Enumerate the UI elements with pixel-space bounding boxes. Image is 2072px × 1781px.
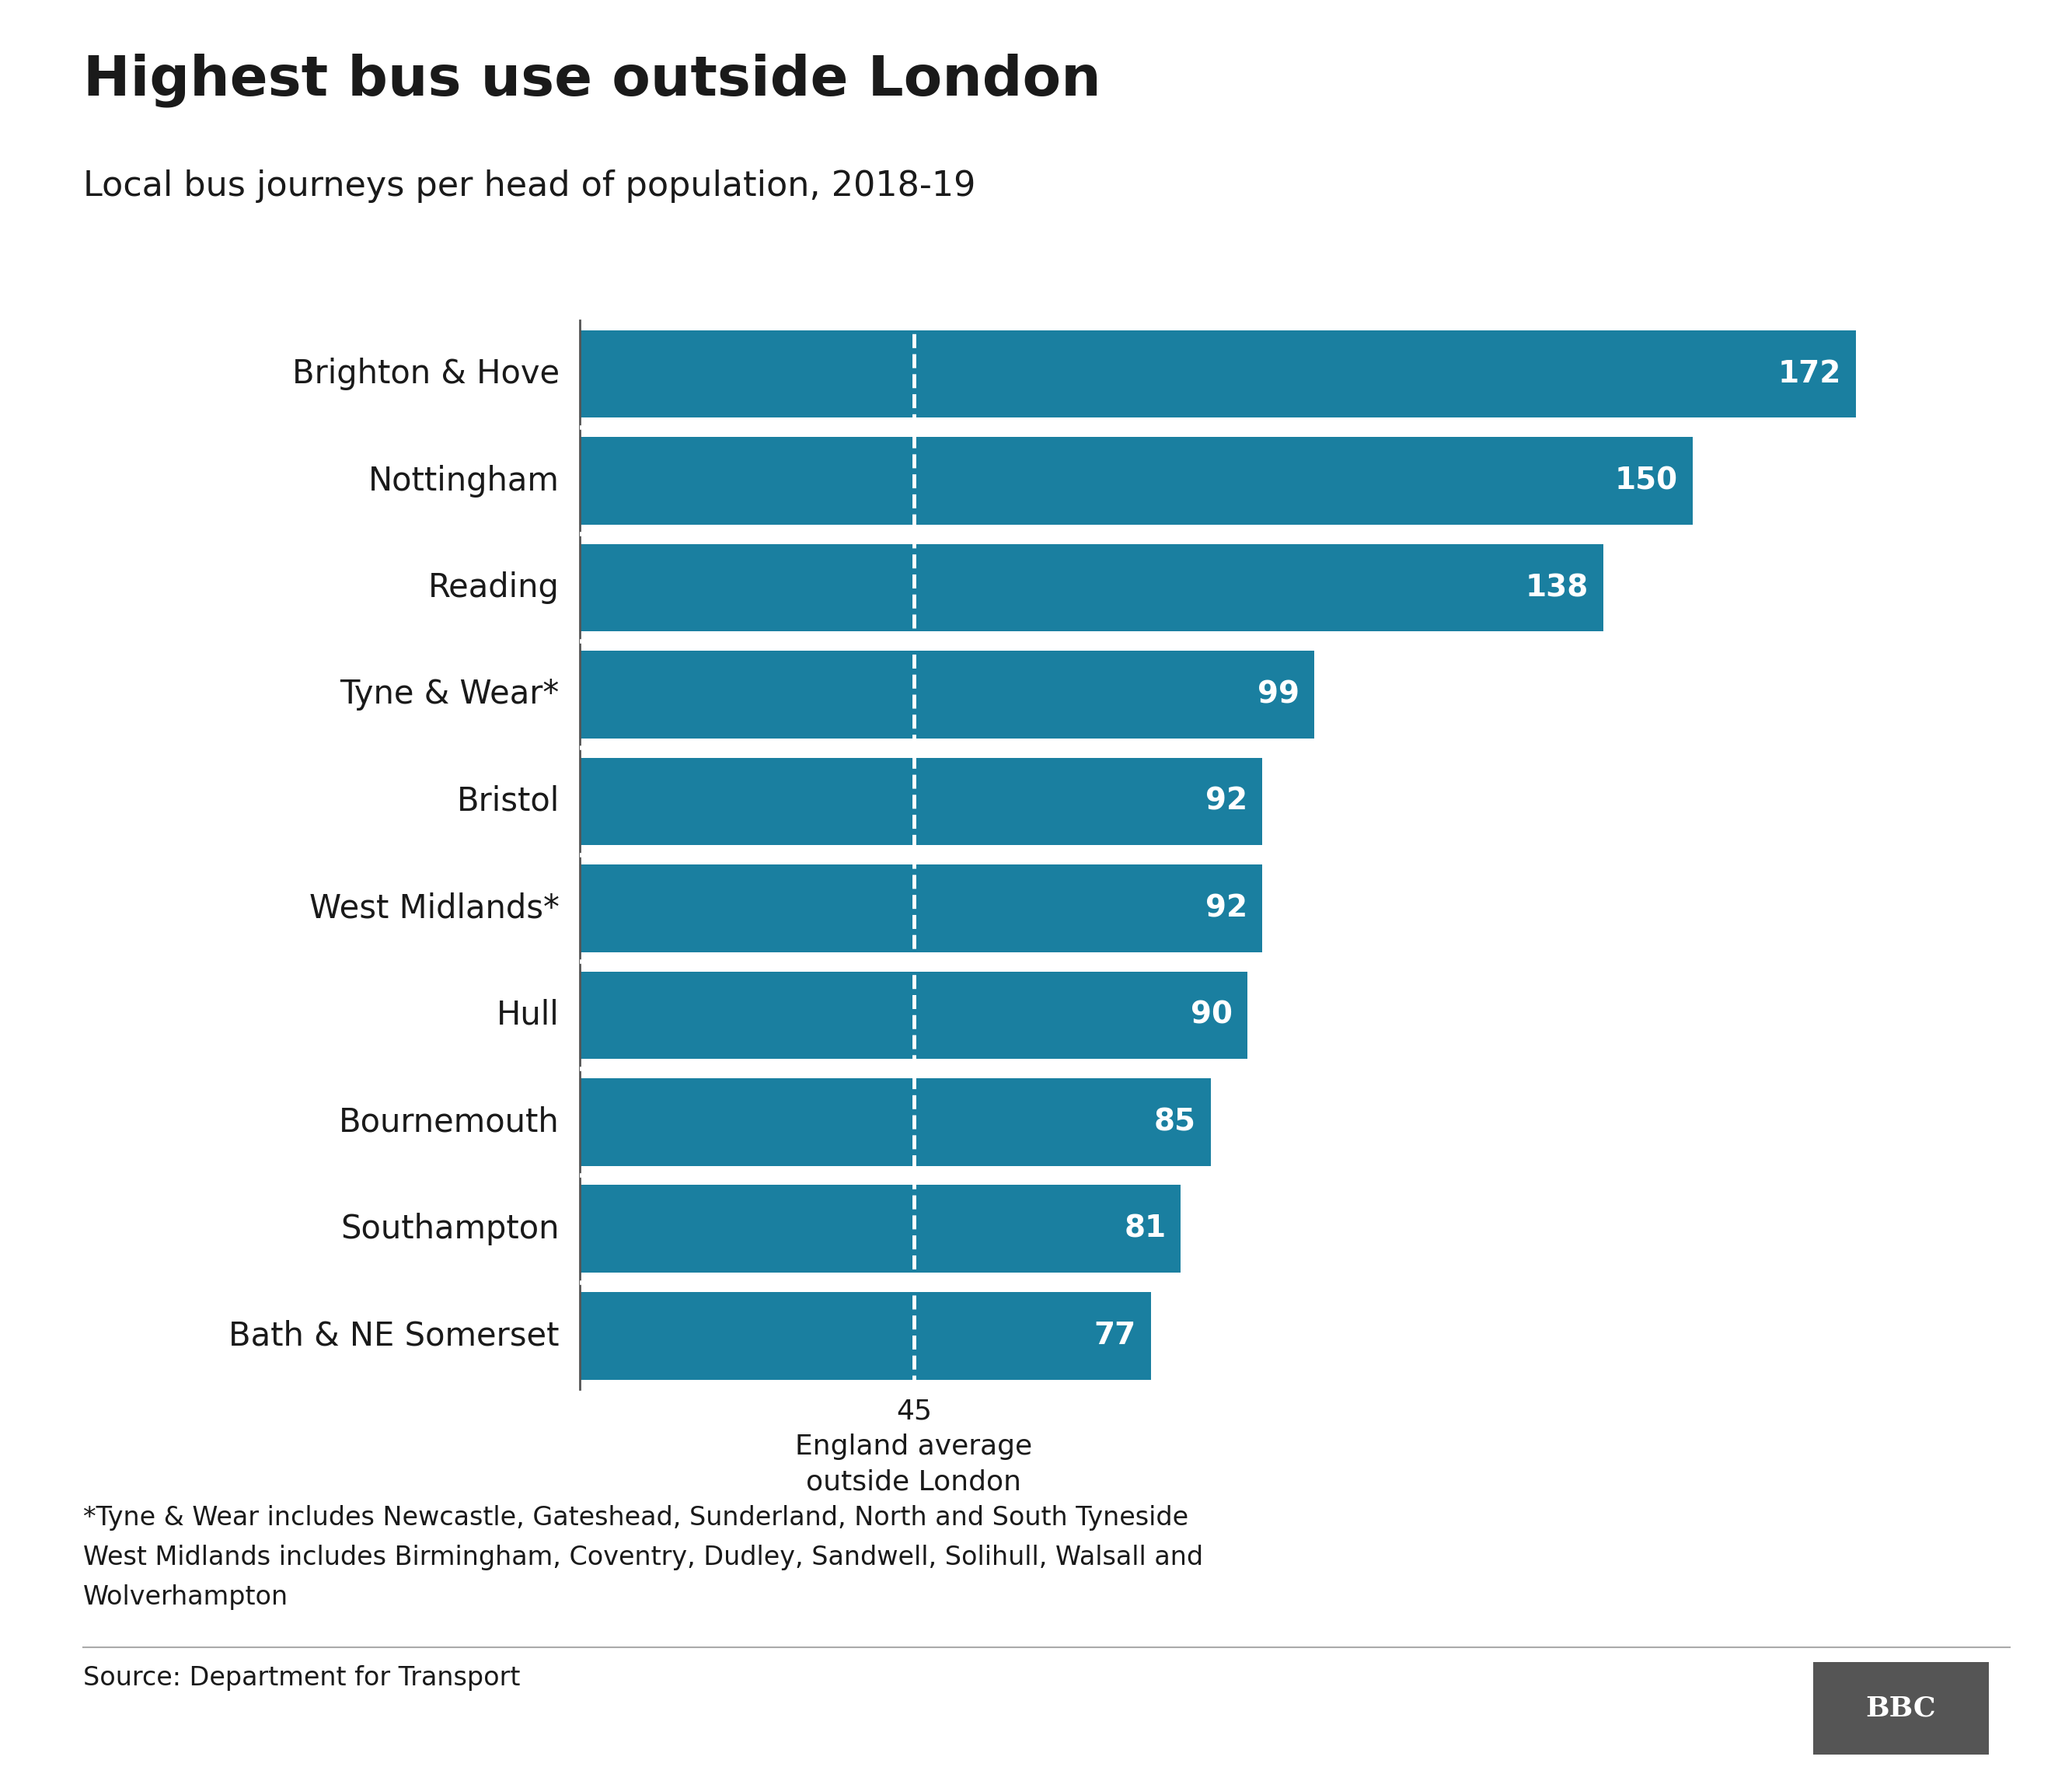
Text: 172: 172 xyxy=(1778,360,1840,388)
Text: Bristol: Bristol xyxy=(456,785,559,817)
Text: 77: 77 xyxy=(1094,1322,1135,1350)
Text: Reading: Reading xyxy=(429,572,559,604)
Text: Tyne & Wear*: Tyne & Wear* xyxy=(340,679,559,711)
Bar xyxy=(580,1291,1152,1380)
Text: 81: 81 xyxy=(1123,1215,1167,1243)
Text: 99: 99 xyxy=(1258,680,1299,709)
Bar xyxy=(580,543,1604,632)
Text: Hull: Hull xyxy=(497,999,559,1031)
Text: 138: 138 xyxy=(1525,573,1589,602)
Text: 92: 92 xyxy=(1206,787,1247,816)
Bar xyxy=(580,436,1693,525)
Bar xyxy=(580,864,1262,953)
Text: 90: 90 xyxy=(1191,1001,1233,1029)
Text: 45: 45 xyxy=(895,1398,932,1425)
Text: Source: Department for Transport: Source: Department for Transport xyxy=(83,1665,520,1690)
Text: *Tyne & Wear includes Newcastle, Gateshead, Sunderland, North and South Tyneside: *Tyne & Wear includes Newcastle, Gateshe… xyxy=(83,1505,1204,1610)
Text: 85: 85 xyxy=(1154,1108,1196,1136)
Text: Brighton & Hove: Brighton & Hove xyxy=(292,358,559,390)
Text: Highest bus use outside London: Highest bus use outside London xyxy=(83,53,1100,107)
Bar xyxy=(580,971,1247,1060)
Text: West Midlands*: West Midlands* xyxy=(309,892,559,924)
Bar xyxy=(580,650,1314,739)
Bar xyxy=(580,1184,1181,1273)
Text: 150: 150 xyxy=(1614,467,1678,495)
Text: Local bus journeys per head of population, 2018-19: Local bus journeys per head of populatio… xyxy=(83,169,976,203)
Text: Southampton: Southampton xyxy=(340,1213,559,1245)
Text: BBC: BBC xyxy=(1867,1696,1935,1720)
Text: England average
outside London: England average outside London xyxy=(796,1434,1032,1494)
Bar xyxy=(580,757,1262,846)
Text: 92: 92 xyxy=(1206,894,1247,923)
Text: Bournemouth: Bournemouth xyxy=(340,1106,559,1138)
Text: Nottingham: Nottingham xyxy=(369,465,559,497)
Bar xyxy=(580,329,1857,419)
Bar xyxy=(580,1078,1210,1167)
Text: Bath & NE Somerset: Bath & NE Somerset xyxy=(228,1320,559,1352)
